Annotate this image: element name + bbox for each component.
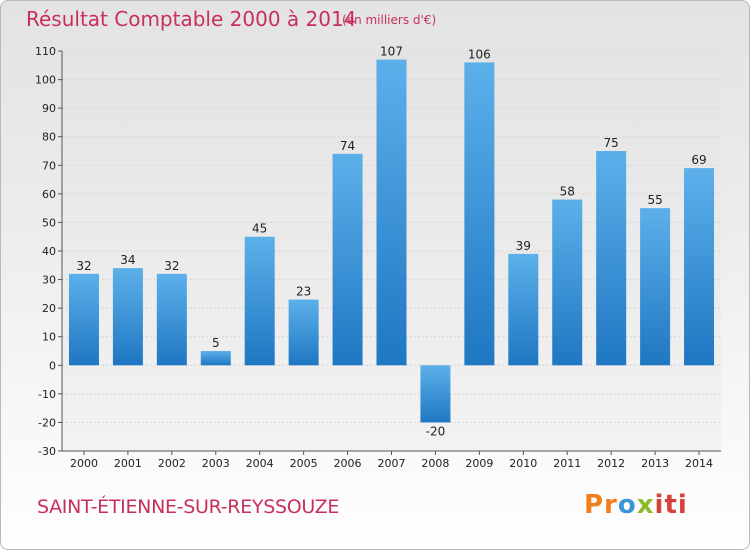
proxiti-logo: Proxiti <box>584 490 688 520</box>
chart-subtitle: (en milliers d'€) <box>342 13 437 27</box>
x-tick-label: 2011 <box>553 457 581 470</box>
bar-2000 <box>68 273 99 366</box>
x-tick-label: 2002 <box>158 457 186 470</box>
x-tick-label: 2008 <box>421 457 449 470</box>
data-labels: 32 34 32 5 45 23 74 107 -20 106 39 58 75 55 69 <box>76 45 706 439</box>
y-tick-label: -30 <box>38 445 56 458</box>
bar-2010 <box>508 253 539 366</box>
bar-2006 <box>332 153 363 366</box>
y-tick-label: 0 <box>49 359 56 372</box>
bar-2001 <box>112 268 143 366</box>
y-tick-label: 90 <box>42 102 56 115</box>
x-tick-label: 2012 <box>597 457 625 470</box>
data-label: 55 <box>647 193 662 207</box>
y-tick-label: 60 <box>42 188 56 201</box>
x-tick-label: 2005 <box>290 457 318 470</box>
bar-2005 <box>288 299 319 366</box>
x-tick-label: 2009 <box>465 457 493 470</box>
data-label: 107 <box>380 45 403 59</box>
x-tick-label: 2006 <box>334 457 362 470</box>
bar-2004 <box>244 236 275 366</box>
x-tick-label: 2013 <box>641 457 669 470</box>
y-tick-label: 50 <box>42 216 56 229</box>
bars <box>68 59 715 423</box>
bar-2003 <box>200 351 231 366</box>
x-tick-label: 2014 <box>685 457 713 470</box>
bar-2014 <box>684 168 715 366</box>
y-tick-label: -10 <box>38 388 56 401</box>
x-tick-label: 2004 <box>246 457 274 470</box>
data-label: 34 <box>120 253 135 267</box>
data-label: 45 <box>252 222 267 236</box>
x-tick-label: 2003 <box>202 457 230 470</box>
chart-title: Résultat Comptable 2000 à 2014 <box>26 7 357 31</box>
y-tick-label: 30 <box>42 274 56 287</box>
data-label: 58 <box>560 185 575 199</box>
y-tick-label: -20 <box>38 416 56 429</box>
data-label: 32 <box>164 259 179 273</box>
x-tick-label: 2000 <box>70 457 98 470</box>
commune-name: SAINT-ÉTIENNE-SUR-REYSSOUZE <box>37 496 340 518</box>
data-label: 39 <box>516 239 531 253</box>
data-label: -20 <box>426 424 446 438</box>
y-tick-label: 80 <box>42 131 56 144</box>
y-tick-label: 110 <box>35 45 56 58</box>
bar-2008 <box>420 365 451 423</box>
bar-2002 <box>156 273 187 366</box>
data-label: 75 <box>604 136 619 150</box>
y-tick-label: 10 <box>42 331 56 344</box>
data-label: 106 <box>468 47 491 61</box>
data-label: 74 <box>340 139 355 153</box>
y-tick-label: 70 <box>42 159 56 172</box>
x-tick-label: 2010 <box>509 457 537 470</box>
y-tick-label: 40 <box>42 245 56 258</box>
bar-2012 <box>596 151 627 366</box>
bar-2007 <box>376 59 407 366</box>
bar-2009 <box>464 62 495 366</box>
bar-2013 <box>640 208 671 366</box>
x-tick-label: 2001 <box>114 457 142 470</box>
data-label: 69 <box>691 153 706 167</box>
data-label: 5 <box>212 336 220 350</box>
axes: -30 -20 -10 0 10 20 30 40 50 60 70 80 90 100 110 2000 20… <box>35 45 721 470</box>
x-tick-label: 2007 <box>378 457 406 470</box>
y-tick-label: 20 <box>42 302 56 315</box>
data-label: 23 <box>296 285 311 299</box>
data-label: 32 <box>76 259 91 273</box>
bar-2011 <box>552 199 583 366</box>
y-tick-label: 100 <box>35 74 56 87</box>
